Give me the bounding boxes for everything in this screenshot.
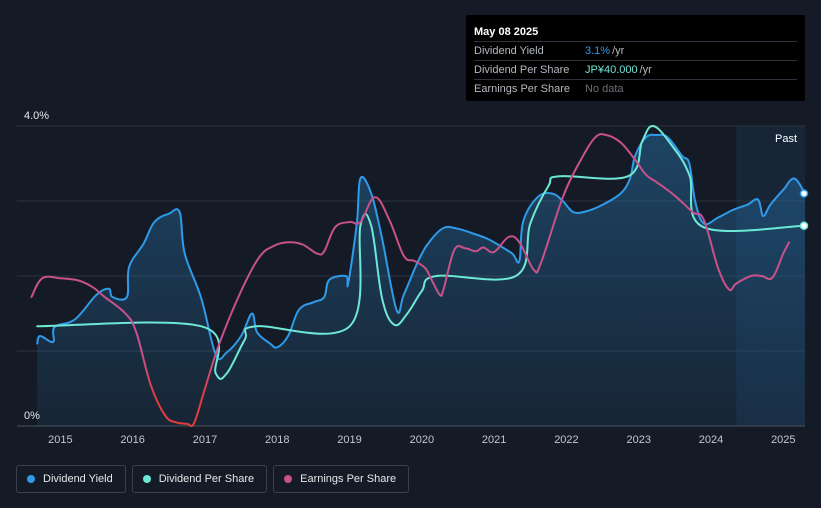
x-tick-label: 2024 xyxy=(699,434,723,446)
dividend-yield-line xyxy=(36,133,806,361)
x-tick-label: 2025 xyxy=(771,434,795,446)
x-tick-label: 2020 xyxy=(410,434,434,446)
legend-label: Dividend Yield xyxy=(43,473,113,485)
legend-item-earnings-per-share[interactable]: Earnings Per Share xyxy=(273,465,410,493)
tooltip-label: Dividend Yield xyxy=(474,45,544,57)
x-tick-label: 2019 xyxy=(337,434,361,446)
past-label: Past xyxy=(775,133,797,145)
legend-dot-icon xyxy=(142,475,151,483)
x-tick-label: 2023 xyxy=(626,434,650,446)
x-tick-label: 2022 xyxy=(554,434,578,446)
legend-item-dividend-yield[interactable]: Dividend Yield xyxy=(16,465,126,493)
legend-label: Earnings Per Share xyxy=(300,473,397,485)
tooltip-label: Earnings Per Share xyxy=(474,83,570,95)
tooltip-value: 3.1% xyxy=(585,45,611,57)
tooltip-unit: /yr xyxy=(639,64,652,76)
tooltip-row-dividend-yield: Dividend Yield 3.1% /yr xyxy=(474,41,797,60)
dividend-yield-area xyxy=(37,134,805,426)
legend: Dividend Yield Dividend Per Share Earnin… xyxy=(16,465,410,493)
x-tick-label: 2018 xyxy=(265,434,289,446)
legend-dot-icon xyxy=(27,475,35,483)
tooltip-value: JP¥40.000 xyxy=(585,64,638,76)
legend-item-dividend-per-share[interactable]: Dividend Per Share xyxy=(131,465,268,493)
dividend-per-share-line xyxy=(36,124,806,380)
tooltip-row-earnings-per-share: Earnings Per Share No data xyxy=(474,79,797,98)
x-tick-label: 2021 xyxy=(482,434,506,446)
y-tick-label: 0% xyxy=(24,410,40,422)
dividend-yield-end-marker xyxy=(799,189,809,198)
tooltip-value: No data xyxy=(585,83,624,95)
tooltip-unit: /yr xyxy=(612,45,625,57)
x-tick-label: 2017 xyxy=(193,434,217,446)
tooltip-label: Dividend Per Share xyxy=(474,64,570,76)
legend-label: Dividend Per Share xyxy=(158,473,255,485)
tooltip-card: May 08 2025 Dividend Yield 3.1% /yr Divi… xyxy=(466,15,805,101)
earnings-per-share-line xyxy=(30,133,791,428)
legend-dot-icon xyxy=(284,475,293,483)
tooltip-row-dividend-per-share: Dividend Per Share JP¥40.000 /yr xyxy=(474,60,797,79)
dividend-per-share-end-marker xyxy=(799,221,809,230)
x-tick-label: 2016 xyxy=(120,434,144,446)
x-tick-label: 2015 xyxy=(48,434,72,446)
y-tick-label: 4.0% xyxy=(24,110,49,122)
tooltip-date: May 08 2025 xyxy=(474,26,539,38)
